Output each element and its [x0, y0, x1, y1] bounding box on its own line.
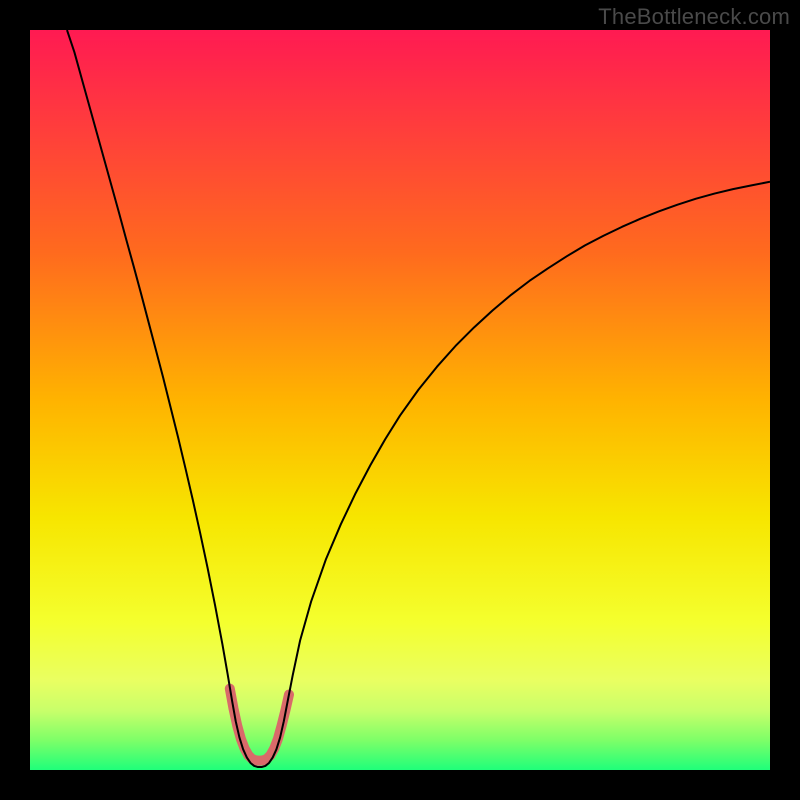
gradient-background: [30, 30, 770, 770]
chart-container: TheBottleneck.com: [0, 0, 800, 800]
watermark-text: TheBottleneck.com: [598, 4, 790, 30]
bottleneck-curve-chart: [30, 30, 770, 770]
plot-area: [30, 30, 770, 770]
